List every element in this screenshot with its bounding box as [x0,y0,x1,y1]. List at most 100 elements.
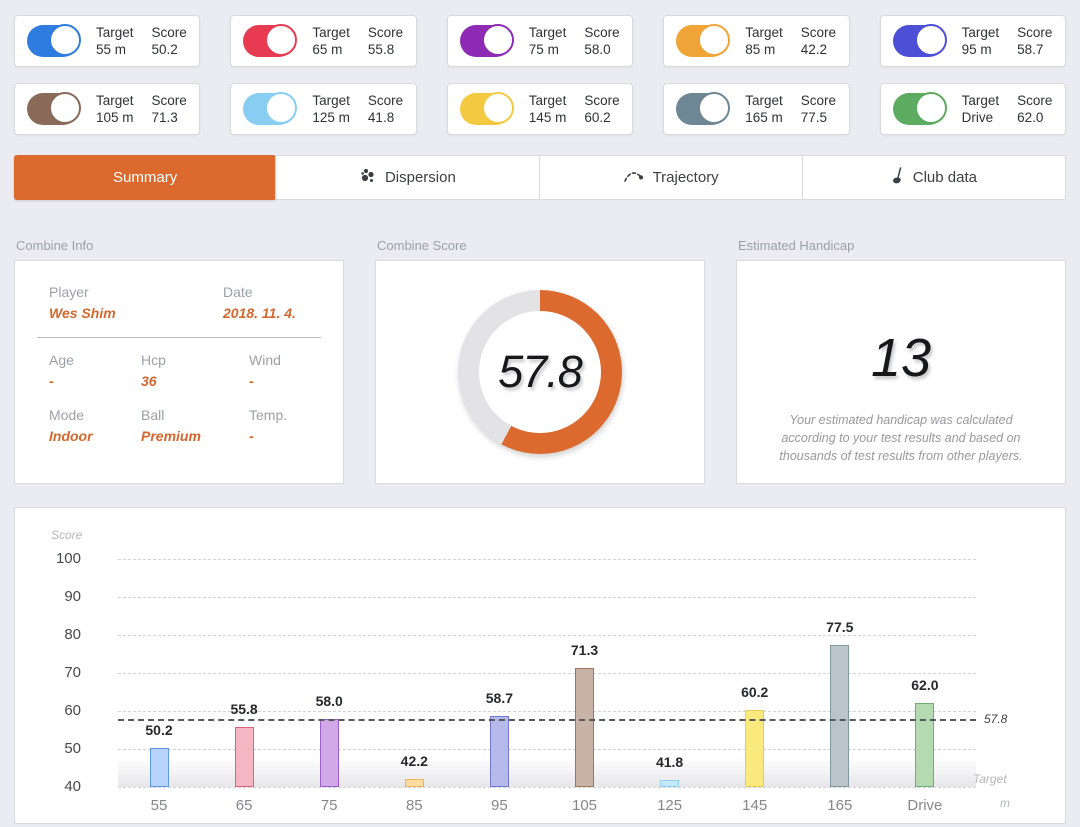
bar-value-85: 42.2 [400,752,428,769]
target-value: 65 m [312,42,343,57]
target-label: Target [745,93,783,108]
target-column: Target 85 m [745,24,783,58]
score-label: Score [800,25,836,40]
bar-value-55: 50.2 [145,722,173,739]
target-toggle-125m[interactable] [243,92,298,125]
target-toggle-85m[interactable] [676,24,731,57]
gridline-40 [118,787,976,788]
temp-value: - [249,428,254,444]
x-tick-95: 95 [491,797,508,814]
target-column: Target Drive [962,92,1000,126]
tab-bar: Summary Dispersion Trajectory [14,155,1066,200]
target-toggle-Drive[interactable] [892,92,947,125]
x-axis-caption-unit: m [1000,796,1010,810]
toggle-knob [265,24,298,56]
x-tick-145: 145 [742,797,768,814]
x-tick-105: 105 [571,797,598,814]
target-label: Target [96,25,134,40]
player-field: Player Wes Shim [49,284,223,322]
toggle-knob [265,92,298,124]
ball-field: Ball Premium [141,407,249,445]
y-tick-100: 100 [55,550,81,567]
ball-label: Ball [141,407,165,423]
y-tick-90: 90 [64,588,81,605]
bar-125 [660,780,680,787]
gridline-100 [118,559,976,560]
mode-value: Indoor [49,428,93,444]
card-text: Target 165 m Score 77.5 [745,92,836,126]
card-text: Target Drive Score 62.0 [962,92,1053,126]
bar-value-Drive: 62.0 [911,677,939,694]
score-label: Score [800,93,836,108]
tab-summary[interactable]: Summary [14,155,277,200]
target-toggle-165m[interactable] [676,92,731,125]
trajectory-icon [623,168,645,188]
target-card-55m: Target 55 m Score 50.2 [14,15,201,67]
card-text: Target 125 m Score 41.8 [312,92,403,126]
score-value: 71.3 [151,110,178,125]
bar-value-95: 58.7 [485,689,514,706]
target-toggle-105m[interactable] [27,92,81,125]
target-card-145m: Target 145 m Score 60.2 [446,83,634,135]
gridline-60 [118,711,976,712]
bar-value-105: 71.3 [570,642,599,659]
wind-label: Wind [249,352,281,368]
score-value: 58.7 [1017,42,1044,57]
hcp-field: Hcp 36 [141,352,249,390]
combine-info-section: Combine Info Player Wes Shim Date 2018. … [14,238,344,484]
bar-Drive [915,703,935,787]
target-toggle-145m[interactable] [459,92,514,125]
target-toggle-75m[interactable] [459,24,514,57]
target-value: 75 m [528,42,559,57]
score-value: 42.2 [800,42,827,57]
club-data-icon [891,166,905,189]
target-column: Target 95 m [962,24,1000,58]
target-value: 105 m [96,110,134,125]
bar-105 [575,668,594,787]
card-text: Target 85 m Score 42.2 [745,24,836,58]
player-label: Player [49,284,89,300]
target-toggle-95m[interactable] [892,24,947,57]
card-text: Target 75 m Score 58.0 [529,24,620,58]
toggle-knob [698,92,731,124]
x-tick-165: 165 [827,797,853,814]
y-tick-40: 40 [64,778,81,795]
bar-value-75: 58.0 [315,692,343,709]
score-column: Score 55.8 [368,24,403,58]
target-column: Target 105 m [96,92,134,126]
age-field: Age - [49,352,141,390]
score-column: Score 77.5 [801,92,836,126]
estimated-handicap-section: Estimated Handicap 13 Your estimated han… [736,238,1066,484]
average-score-line [118,719,976,722]
target-card-165m: Target 165 m Score 77.5 [663,83,850,135]
toggle-knob [49,92,81,124]
tab-trajectory[interactable]: Trajectory [538,156,802,199]
card-text: Target 105 m Score 71.3 [96,92,187,126]
bar-165 [830,644,850,787]
card-text: Target 65 m Score 55.8 [312,24,403,58]
temp-label: Temp. [249,407,288,423]
tab-dispersion[interactable]: Dispersion [275,156,538,199]
score-value: 77.5 [800,110,827,125]
target-card-75m: Target 75 m Score 58.0 [446,15,634,67]
wind-value: - [249,373,254,389]
temp-field: Temp. - [249,407,321,445]
hcp-label: Hcp [141,352,166,368]
target-label: Target [312,25,350,40]
target-card-Drive: Target Drive Score 62.0 [879,83,1066,135]
target-toggle-65m[interactable] [243,24,298,57]
target-card-125m: Target 125 m Score 41.8 [230,83,417,135]
tab-club-data[interactable]: Club data [801,156,1065,199]
bar-65 [234,726,254,787]
bar-75 [319,718,339,787]
card-text: Target 145 m Score 60.2 [529,92,620,126]
combine-info-panel: Player Wes Shim Date 2018. 11. 4. Age - [14,260,344,484]
target-toggle-55m[interactable] [27,24,81,57]
target-column: Target 125 m [312,92,350,126]
card-text: Target 95 m Score 58.7 [962,24,1053,58]
target-label: Target [96,93,134,108]
target-card-95m: Target 95 m Score 58.7 [879,15,1066,67]
tab-trajectory-label: Trajectory [652,169,719,186]
gridline-90 [118,597,976,598]
player-value: Wes Shim [49,305,116,321]
